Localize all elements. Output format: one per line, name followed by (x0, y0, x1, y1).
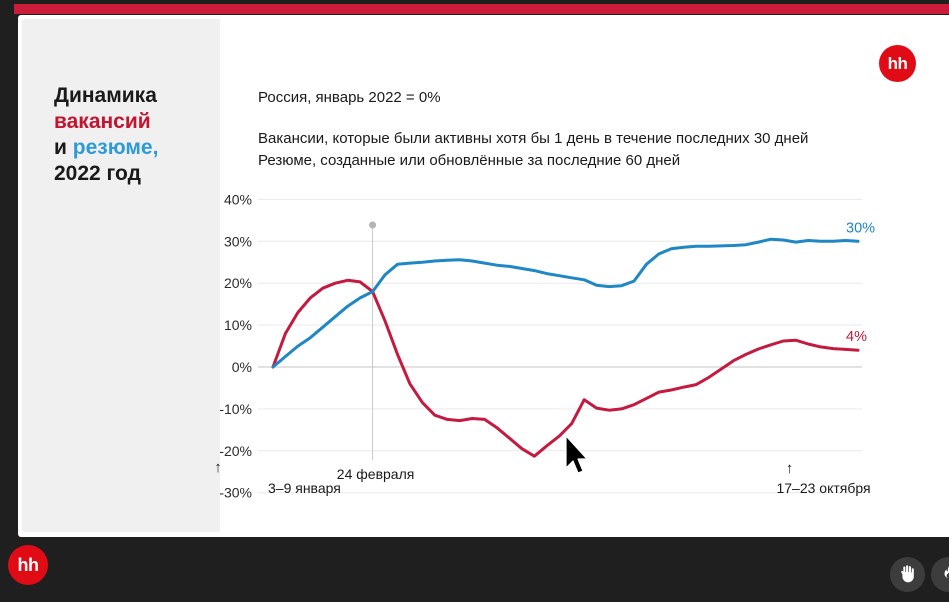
latest-up-arrow: ↑ (786, 460, 794, 477)
title-line: и резюме, (54, 135, 158, 161)
slide: Динамика вакансий и резюме, 2022 год Россия… (18, 15, 949, 537)
raised-hand-icon (897, 563, 918, 587)
title-segment: Динамика (54, 84, 157, 107)
y-tick-label: -20% (219, 443, 252, 459)
title-segment: резюме, (72, 136, 159, 159)
description-line-resumes: Резюме, созданные или обновлённые за пос… (258, 152, 681, 169)
series-line-vacancies (271, 278, 860, 458)
y-tick-label: -10% (219, 401, 252, 417)
hh-logo-text: hh (887, 53, 908, 73)
title-segment: 2022 год (54, 162, 141, 185)
series-end-label: 30% (846, 220, 875, 236)
y-tick-label: 0% (232, 359, 252, 375)
hh-logo-top-right: hh (879, 45, 916, 82)
hh-logo-bottom-left: hh (8, 545, 48, 585)
title-line: Динамика (54, 83, 158, 109)
y-tick-label: -30% (219, 485, 252, 501)
title-line: 2022 год (54, 161, 158, 187)
reaction-button[interactable] (931, 557, 949, 592)
event-annotation: 24 февраля (337, 466, 415, 482)
latest-annotation: 17–23 октября (776, 480, 870, 496)
title-segment: вакансий (54, 110, 151, 133)
chart-note: Россия, январь 2022 = 0% (258, 89, 441, 106)
y-tick-label: 40% (224, 191, 252, 207)
top-accent-bar (14, 4, 949, 14)
raise-hand-button[interactable] (890, 557, 925, 592)
chart-description: Вакансии, которые были активны хотя бы 1… (258, 128, 808, 172)
start-annotation: 3–9 января (268, 480, 341, 496)
slide-title: Динамика вакансий и резюме, 2022 год (54, 83, 158, 187)
y-tick-label: 30% (224, 233, 252, 249)
y-tick-label: 10% (224, 317, 252, 333)
series-end-label: 4% (846, 329, 867, 345)
vacancies-resumes-chart: 40% 30% 20% 10% 0% -10% -20% -30% 24 февраля 4% 30… (214, 191, 875, 501)
start-up-arrow: ↑ (214, 459, 222, 476)
series-line-resumes (271, 237, 860, 369)
title-segment: и (54, 136, 73, 159)
description-line-vacancies: Вакансии, которые были активны хотя бы 1… (258, 130, 809, 147)
slide-sidebar: Динамика вакансий и резюме, 2022 год (22, 19, 220, 532)
flame-icon (940, 564, 949, 585)
y-tick-label: 20% (224, 275, 252, 291)
event-line-dot (369, 221, 377, 229)
hh-logo-text: hh (17, 554, 40, 575)
title-line: вакансий (54, 109, 158, 135)
